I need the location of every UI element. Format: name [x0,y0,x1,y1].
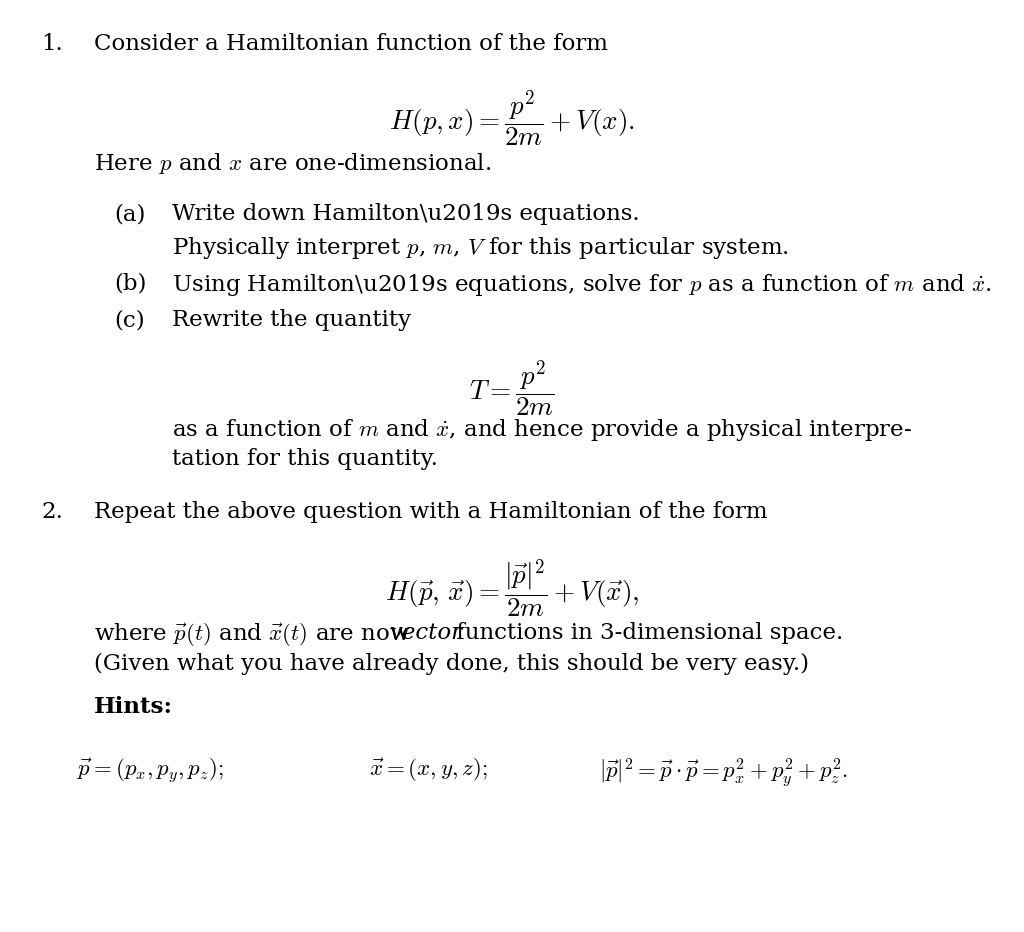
Text: $\vec{x} = (x, y, z);$: $\vec{x} = (x, y, z);$ [369,757,487,784]
Text: (Given what you have already done, this should be very easy.): (Given what you have already done, this … [94,653,809,676]
Text: tation for this quantity.: tation for this quantity. [172,448,438,471]
Text: Here $p$ and $x$ are one-dimensional.: Here $p$ and $x$ are one-dimensional. [94,151,492,176]
Text: Rewrite the quantity: Rewrite the quantity [172,309,412,332]
Text: vector: vector [389,622,462,644]
Text: where $\vec{p}(t)$ and $\vec{x}(t)$ are now: where $\vec{p}(t)$ and $\vec{x}(t)$ are … [94,622,411,649]
Text: $|\vec{p}|^2 = \vec{p} \cdot \vec{p} = p_x^2 + p_y^2 + p_z^2.$: $|\vec{p}|^2 = \vec{p} \cdot \vec{p} = p… [599,757,848,790]
Text: $H(p, x) = \dfrac{p^2}{2m} + V(x).$: $H(p, x) = \dfrac{p^2}{2m} + V(x).$ [389,89,635,150]
Text: $H(\vec{p},\, \vec{x}) = \dfrac{|\vec{p}|^2}{2m} + V(\vec{x}),$: $H(\vec{p},\, \vec{x}) = \dfrac{|\vec{p}… [385,557,639,621]
Text: functions in 3-dimensional space.: functions in 3-dimensional space. [449,622,843,644]
Text: $\vec{p} = (p_x, p_y, p_z);$: $\vec{p} = (p_x, p_y, p_z);$ [77,757,223,786]
Text: $T = \dfrac{p^2}{2m}$: $T = \dfrac{p^2}{2m}$ [469,359,555,420]
Text: 1.: 1. [41,33,62,55]
Text: Hints:: Hints: [94,696,173,719]
Text: Repeat the above question with a Hamiltonian of the form: Repeat the above question with a Hamilto… [94,501,768,524]
Text: as a function of $m$ and $\dot{x}$, and hence provide a physical interpre-: as a function of $m$ and $\dot{x}$, and … [172,417,912,443]
Text: Consider a Hamiltonian function of the form: Consider a Hamiltonian function of the f… [94,33,608,55]
Text: 2.: 2. [41,501,62,524]
Text: (b): (b) [115,272,147,295]
Text: Using Hamilton\u2019s equations, solve for $p$ as a function of $m$ and $\dot{x}: Using Hamilton\u2019s equations, solve f… [172,272,992,298]
Text: (c): (c) [115,309,145,332]
Text: Write down Hamilton\u2019s equations.: Write down Hamilton\u2019s equations. [172,203,640,226]
Text: Physically interpret $p$, $m$, $V$ for this particular system.: Physically interpret $p$, $m$, $V$ for t… [172,235,790,261]
Text: (a): (a) [115,203,146,226]
